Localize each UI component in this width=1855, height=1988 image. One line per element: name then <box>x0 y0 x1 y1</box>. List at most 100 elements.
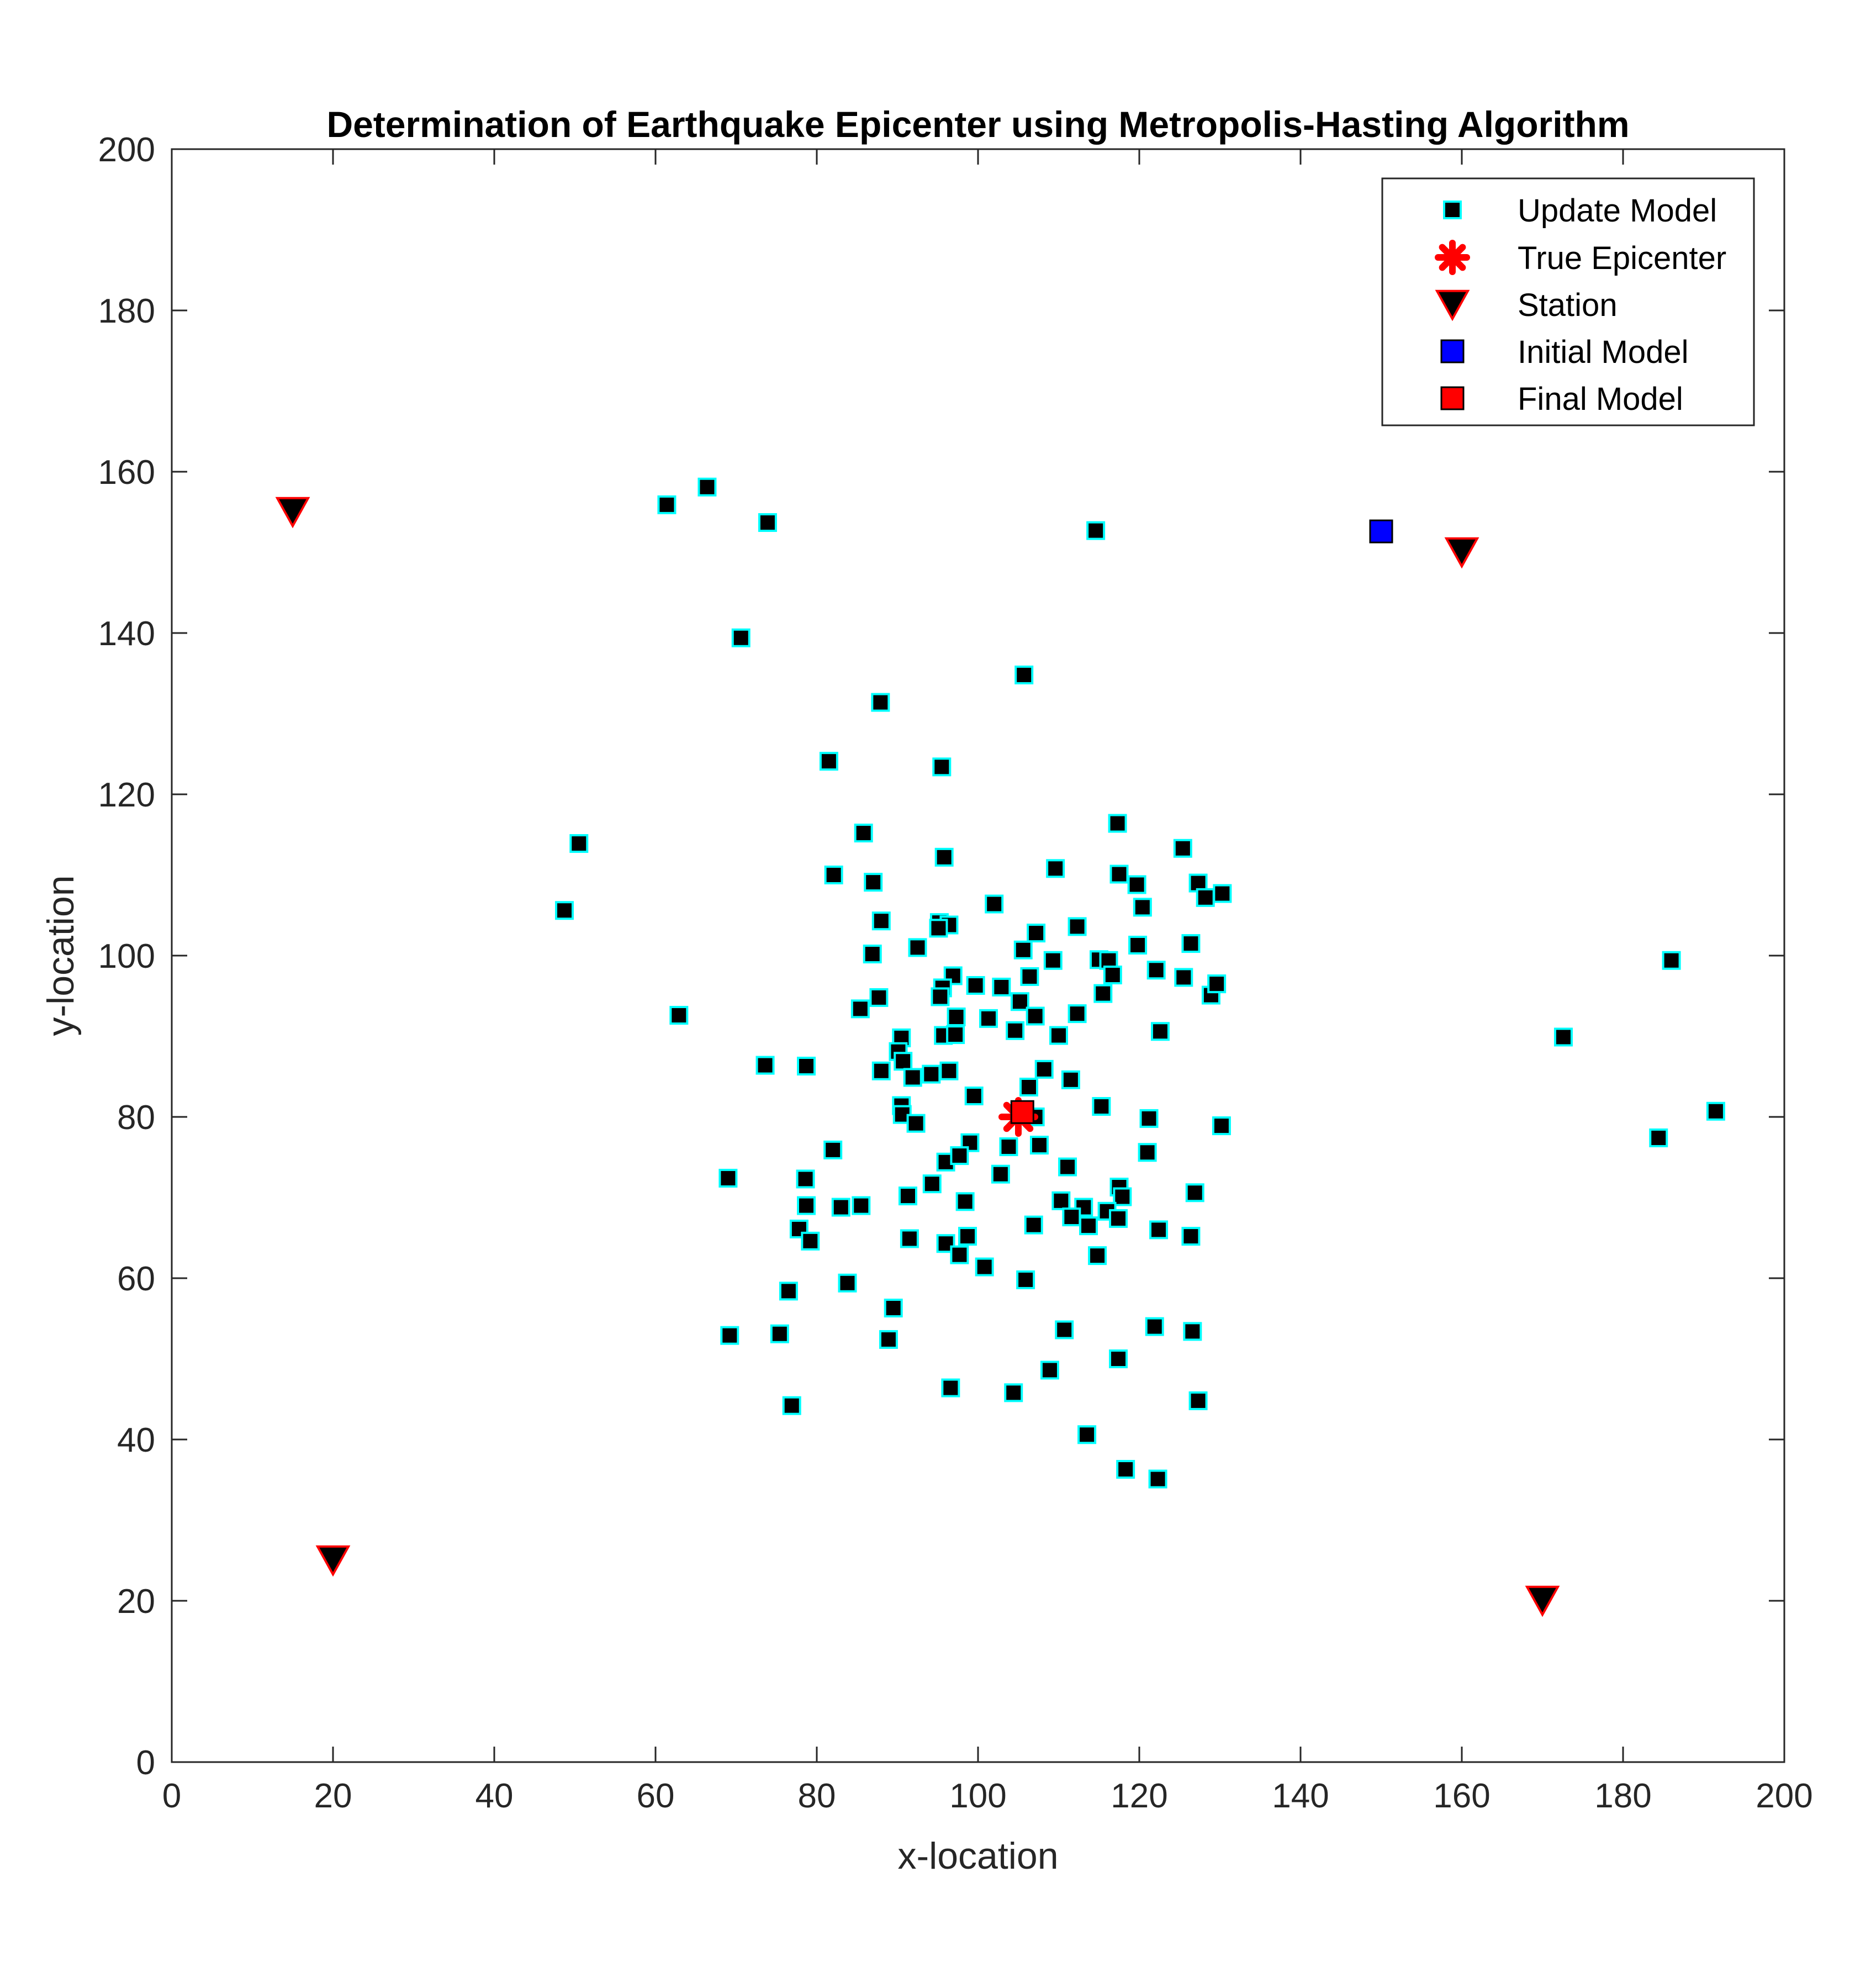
legend-label-true-epicenter: True Epicenter <box>1518 240 1726 276</box>
update-model-point <box>796 1169 815 1189</box>
update-model-point <box>569 834 589 853</box>
update-model-point <box>1113 1187 1132 1206</box>
update-model-point <box>1127 875 1146 894</box>
update-model-point <box>1006 1021 1025 1040</box>
station-marker <box>1444 537 1479 569</box>
update-model-point <box>731 628 751 647</box>
update-model-point <box>1185 1183 1204 1203</box>
x-tick-label: 120 <box>1111 1777 1167 1815</box>
legend-symbol-initial-model <box>1440 339 1465 363</box>
update-model-point <box>838 1273 857 1293</box>
update-model-point <box>801 1231 820 1251</box>
update-model-point <box>1148 1469 1167 1489</box>
update-model-point <box>1058 1157 1077 1177</box>
update-model-point <box>975 1257 994 1277</box>
update-model-point <box>1109 1209 1128 1228</box>
update-model-point <box>908 938 927 957</box>
x-tick-label: 200 <box>1756 1777 1812 1815</box>
update-model-point <box>992 977 1011 996</box>
update-model-point <box>932 757 952 777</box>
update-model-point <box>898 1187 917 1206</box>
update-model-point <box>1067 1004 1087 1024</box>
update-model-point <box>869 988 889 1007</box>
update-model-point <box>1706 1101 1725 1121</box>
update-model-point <box>999 1137 1018 1157</box>
update-model-point <box>852 1196 871 1215</box>
y-tick-label: 80 <box>117 1099 155 1137</box>
update-model-point <box>797 1196 816 1215</box>
x-tick-label: 0 <box>162 1777 181 1815</box>
legend-symbols <box>1435 201 1470 410</box>
update-model-point <box>929 919 948 938</box>
update-model-point <box>831 1198 850 1217</box>
x-tick-label: 140 <box>1272 1777 1329 1815</box>
update-model-point <box>900 1229 919 1248</box>
x-tick-label: 40 <box>475 1777 514 1815</box>
x-tick-label: 180 <box>1594 1777 1651 1815</box>
update-model-point <box>1086 521 1106 540</box>
update-model-point <box>823 1140 843 1159</box>
update-model-point <box>985 894 1004 914</box>
update-model-point <box>991 1164 1010 1184</box>
update-model-point <box>946 1025 965 1045</box>
initial-model-marker <box>1369 519 1393 544</box>
update-model-point <box>1103 966 1122 985</box>
update-model-point <box>950 1245 969 1264</box>
legend-symbol-true-epicenter <box>1435 240 1470 275</box>
y-tick-label: 0 <box>136 1744 155 1782</box>
update-model-point <box>960 1133 980 1152</box>
update-model-point <box>941 1378 960 1398</box>
station-marker <box>1525 1585 1560 1617</box>
y-tick-label: 140 <box>98 615 155 653</box>
update-model-point <box>720 1326 739 1345</box>
update-model-point <box>1016 1270 1035 1289</box>
update-model-point <box>1174 968 1193 987</box>
update-model-point <box>1088 1246 1107 1265</box>
station-marker <box>315 1545 351 1577</box>
update-model-point <box>718 1168 738 1188</box>
axis-ticks: 0 20 40 60 80 100 120 140 160 180 200 0 20 40 60 80 100 1… <box>98 131 1813 1815</box>
x-tick-label: 20 <box>314 1777 352 1815</box>
final-model-marker <box>1010 1100 1034 1124</box>
update-model-point <box>1108 814 1127 833</box>
y-tick-label: 120 <box>98 776 155 814</box>
y-axis-label: y-location <box>40 875 82 1036</box>
y-tick-label: 100 <box>98 937 155 975</box>
update-model-point <box>1138 1143 1157 1162</box>
update-model-point <box>955 1192 975 1211</box>
legend-label-station: Station <box>1518 287 1618 323</box>
x-tick-label: 80 <box>798 1777 836 1815</box>
update-model-point <box>1034 1059 1054 1079</box>
x-tick-label: 60 <box>637 1777 675 1815</box>
y-tick-label: 20 <box>117 1583 155 1621</box>
update-model-point <box>906 1114 926 1133</box>
update-model-point <box>1049 1026 1068 1045</box>
update-model-point <box>1046 859 1065 878</box>
update-model-point <box>779 1282 798 1301</box>
update-model-point <box>1109 1349 1128 1368</box>
update-model-point <box>1029 1136 1049 1155</box>
update-model-point <box>1207 974 1227 994</box>
update-model-point <box>1213 884 1232 903</box>
x-axis-label: x-location <box>897 1835 1058 1877</box>
update-model-point <box>1149 1220 1169 1240</box>
update-model-point <box>850 999 870 1019</box>
update-model-point <box>879 1330 898 1349</box>
update-model-point <box>697 477 717 497</box>
update-model-point <box>1139 1109 1159 1128</box>
update-model-point <box>1010 992 1029 1011</box>
update-model-point <box>1024 1215 1043 1235</box>
update-model-point <box>1662 951 1681 970</box>
update-model-point <box>1004 1383 1023 1402</box>
update-model-point <box>1079 1216 1098 1236</box>
update-model-point <box>1019 1077 1038 1096</box>
update-model-point <box>797 1057 816 1076</box>
y-tick-label: 60 <box>117 1260 155 1298</box>
update-model-point <box>1013 940 1033 959</box>
update-model-point <box>1093 984 1113 1003</box>
update-model-point <box>1128 936 1148 955</box>
update-model-point <box>964 1087 984 1106</box>
update-model-point <box>1067 917 1087 936</box>
y-tick-label: 160 <box>98 454 155 492</box>
